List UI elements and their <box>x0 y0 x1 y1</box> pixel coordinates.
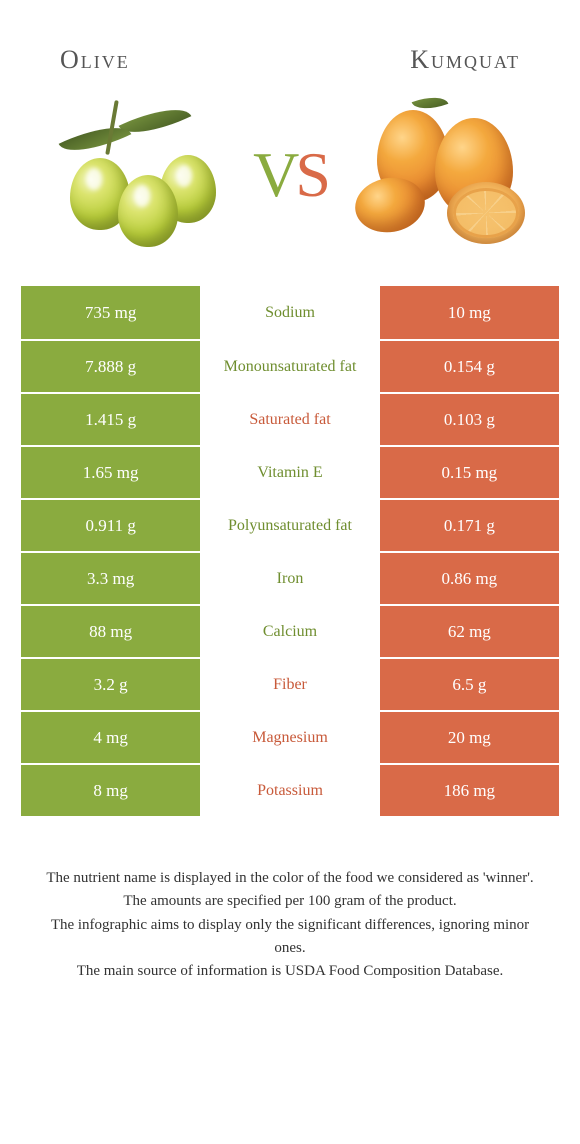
left-value: 1.65 mg <box>21 445 200 498</box>
right-value: 10 mg <box>380 286 559 339</box>
vs-v: V <box>253 139 295 210</box>
left-value: 1.415 g <box>21 392 200 445</box>
footer-line: The infographic aims to display only the… <box>40 914 540 961</box>
footer-line: The nutrient name is displayed in the co… <box>40 867 540 890</box>
vs-label: VS <box>253 138 327 212</box>
table-row: 7.888 gMonounsaturated fat0.154 g <box>21 339 559 392</box>
table-row: 4 mgMagnesium20 mg <box>21 710 559 763</box>
nutrient-label: Monounsaturated fat <box>200 339 379 392</box>
right-value: 186 mg <box>380 763 559 816</box>
nutrient-label: Polyunsaturated fat <box>200 498 379 551</box>
table-row: 0.911 gPolyunsaturated fat0.171 g <box>21 498 559 551</box>
nutrient-label: Sodium <box>200 286 379 339</box>
left-value: 4 mg <box>21 710 200 763</box>
nutrient-label: Potassium <box>200 763 379 816</box>
right-value: 62 mg <box>380 604 559 657</box>
left-value: 735 mg <box>21 286 200 339</box>
olive-illustration <box>45 95 225 255</box>
right-value: 6.5 g <box>380 657 559 710</box>
nutrient-label: Iron <box>200 551 379 604</box>
left-value: 88 mg <box>21 604 200 657</box>
right-food-title: Kumquat <box>410 45 520 75</box>
right-value: 0.103 g <box>380 392 559 445</box>
table-row: 3.2 gFiber6.5 g <box>21 657 559 710</box>
hero-row: VS <box>20 95 560 255</box>
left-value: 3.3 mg <box>21 551 200 604</box>
nutrient-label: Magnesium <box>200 710 379 763</box>
table-row: 1.65 mgVitamin E0.15 mg <box>21 445 559 498</box>
left-value: 0.911 g <box>21 498 200 551</box>
left-value: 8 mg <box>21 763 200 816</box>
left-value: 7.888 g <box>21 339 200 392</box>
table-row: 735 mgSodium10 mg <box>21 286 559 339</box>
footer-line: The main source of information is USDA F… <box>40 960 540 983</box>
left-value: 3.2 g <box>21 657 200 710</box>
nutrient-table: 735 mgSodium10 mg7.888 gMonounsaturated … <box>20 285 560 817</box>
right-value: 0.154 g <box>380 339 559 392</box>
nutrient-label: Saturated fat <box>200 392 379 445</box>
vs-s: S <box>295 139 327 210</box>
right-value: 0.86 mg <box>380 551 559 604</box>
comparison-infographic: Olive Kumquat VS 735 <box>0 0 580 1003</box>
left-food-title: Olive <box>60 45 130 75</box>
footer-notes: The nutrient name is displayed in the co… <box>20 867 560 983</box>
table-row: 1.415 gSaturated fat0.103 g <box>21 392 559 445</box>
right-value: 0.15 mg <box>380 445 559 498</box>
table-row: 8 mgPotassium186 mg <box>21 763 559 816</box>
right-value: 0.171 g <box>380 498 559 551</box>
footer-line: The amounts are specified per 100 gram o… <box>40 890 540 913</box>
nutrient-label: Calcium <box>200 604 379 657</box>
right-value: 20 mg <box>380 710 559 763</box>
table-row: 88 mgCalcium62 mg <box>21 604 559 657</box>
table-row: 3.3 mgIron0.86 mg <box>21 551 559 604</box>
kumquat-illustration <box>355 95 535 255</box>
nutrient-label: Fiber <box>200 657 379 710</box>
nutrient-label: Vitamin E <box>200 445 379 498</box>
titles-row: Olive Kumquat <box>20 45 560 75</box>
